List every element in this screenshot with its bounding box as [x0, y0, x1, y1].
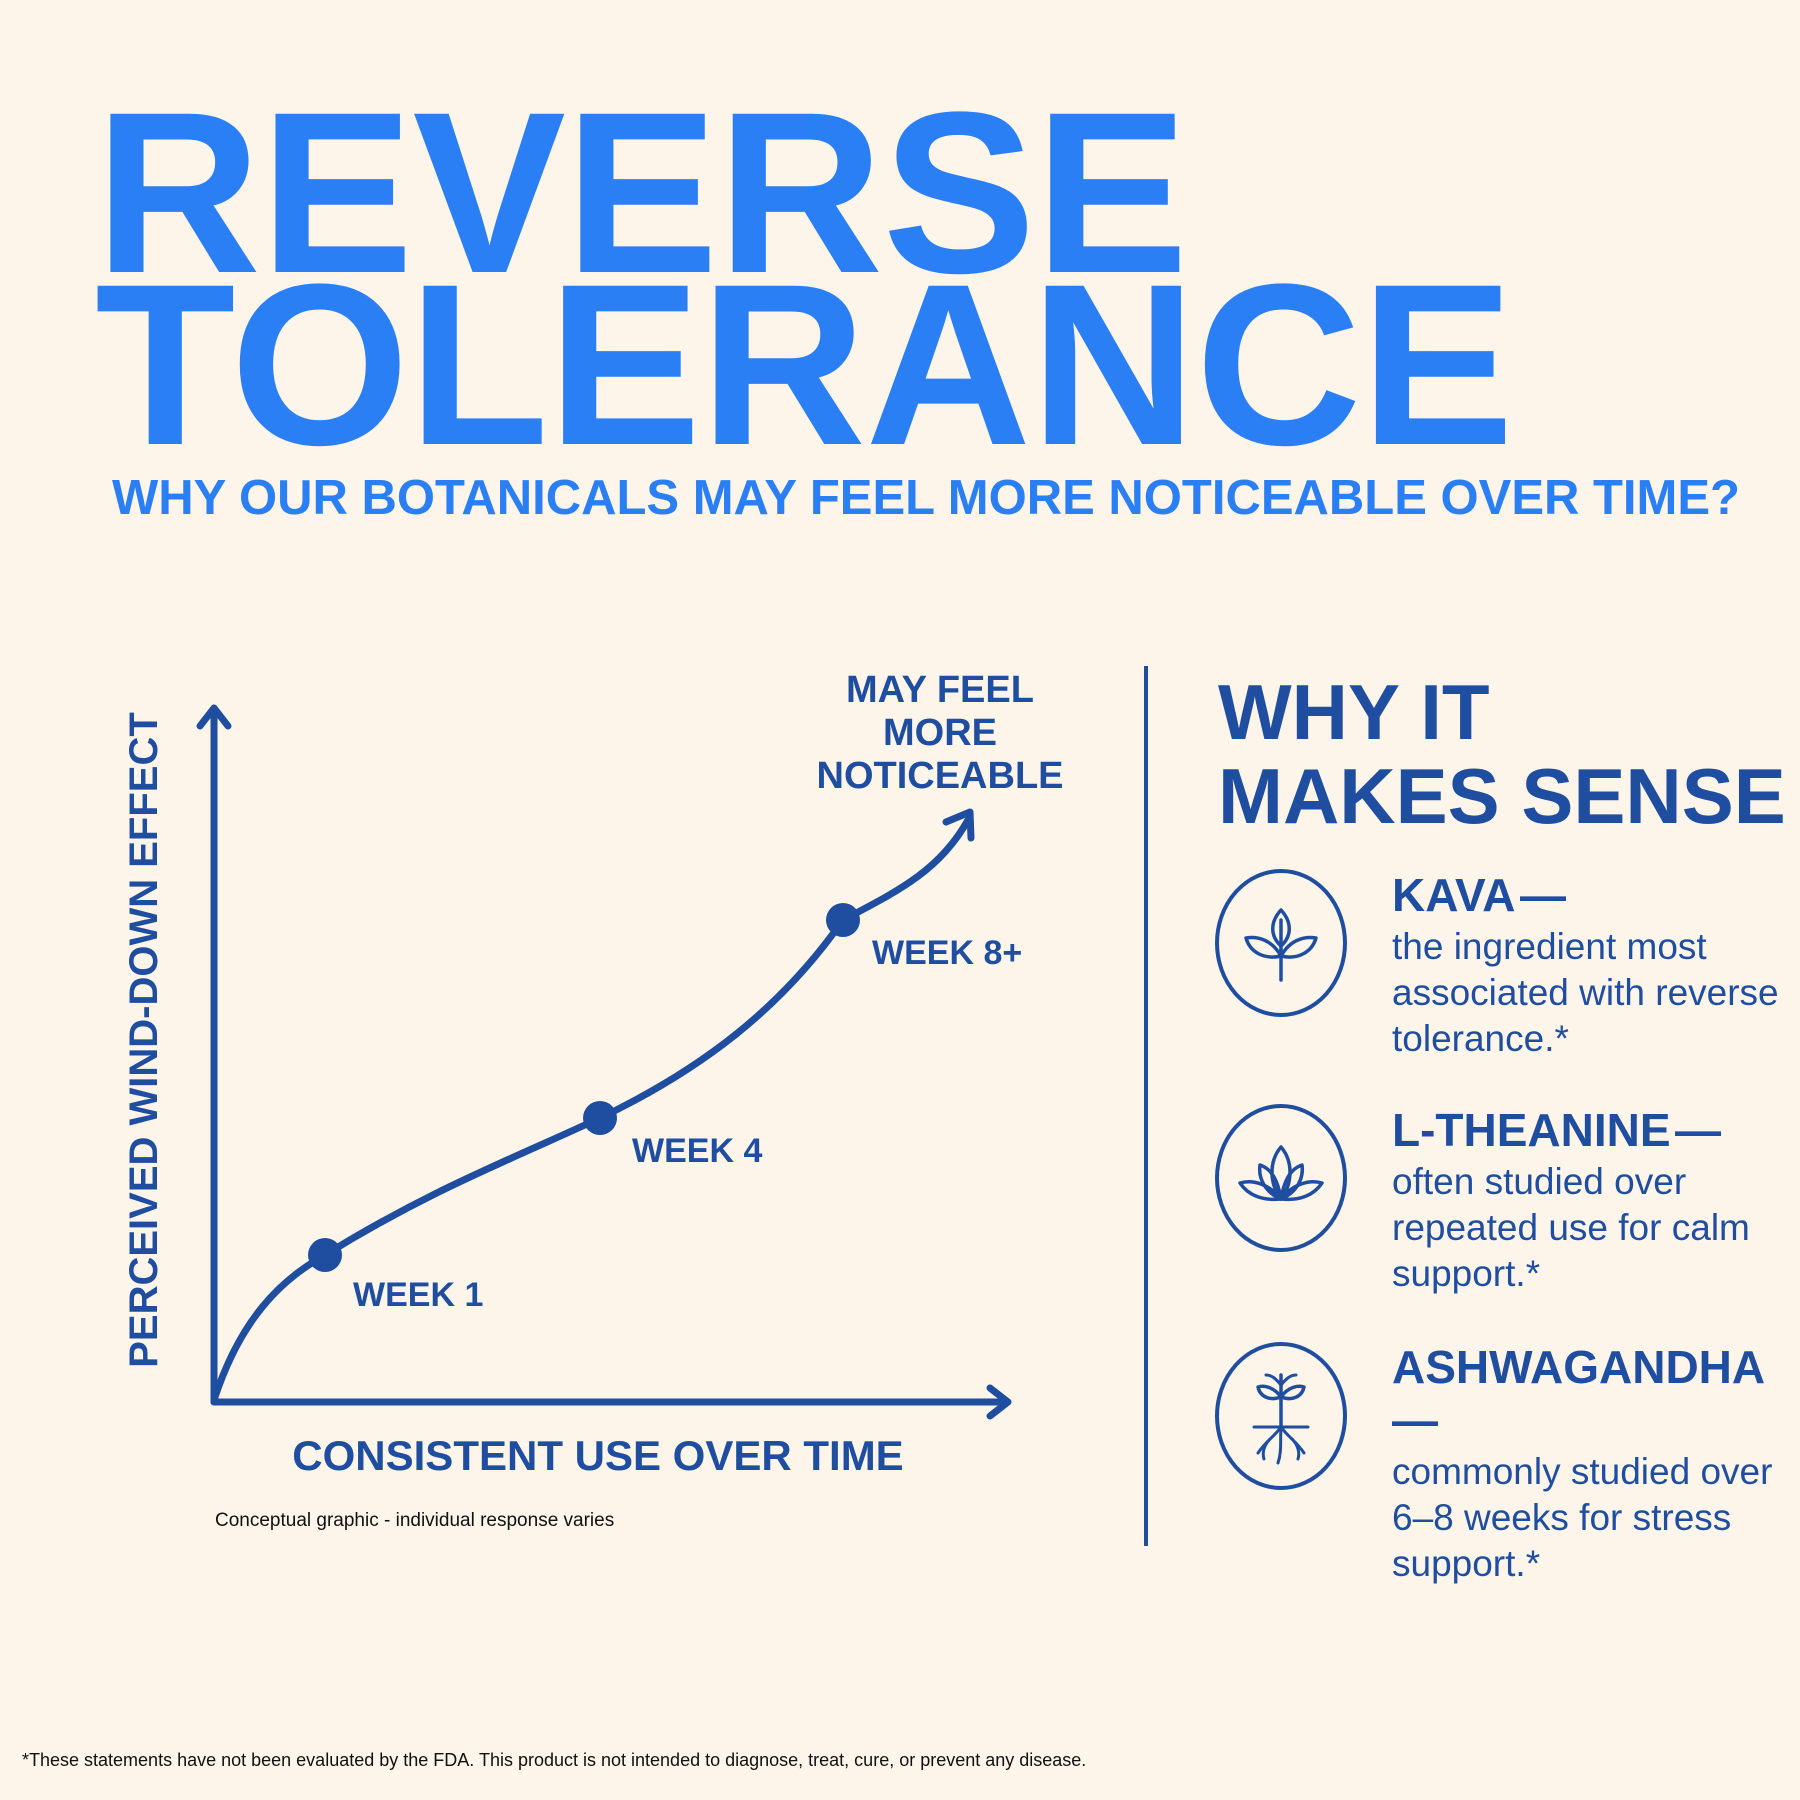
- leaf-icon: [1215, 869, 1347, 1017]
- ingredient-kava: KAVA — the ingredient most associated wi…: [1210, 868, 1780, 1068]
- y-axis-arrowhead: [196, 704, 232, 730]
- point-week-4: [583, 1101, 617, 1135]
- root-plant-icon: [1215, 1342, 1347, 1490]
- section-divider: [1144, 666, 1148, 1546]
- fda-disclaimer: *These statements have not been evaluate…: [22, 1750, 1087, 1770]
- point-week-8: [826, 903, 860, 937]
- ingredient-desc: the ingredient most associated with reve…: [1392, 926, 1779, 1059]
- ingredient-name: ASHWAGANDHA: [1392, 1341, 1766, 1393]
- ingredient-dash: —: [1392, 1394, 1438, 1446]
- title-line-1: REVERSE: [95, 64, 1188, 321]
- annotation-line-3: NOTICEABLE: [817, 755, 1064, 797]
- ingredient-desc: commonly studied over 6–8 weeks for stre…: [1392, 1451, 1773, 1584]
- ingredient-desc: often studied over repeated use for calm…: [1392, 1161, 1750, 1294]
- why-title-line-1: WHY IT: [1218, 668, 1490, 756]
- ingredient-name: KAVA: [1392, 869, 1516, 921]
- lotus-icon: [1215, 1104, 1347, 1252]
- ingredient-l-theanine: L-THEANINE — often studied over repeated…: [1210, 1103, 1780, 1303]
- ingredient-dash: —: [1675, 1104, 1721, 1156]
- ingredient-ashwagandha: ASHWAGANDHA — commonly studied over 6–8 …: [1210, 1341, 1780, 1584]
- why-title-line-2: MAKES SENSE: [1218, 752, 1786, 840]
- x-axis-label: CONSISTENT USE OVER TIME: [292, 1432, 903, 1479]
- ingredient-dash: —: [1519, 869, 1566, 921]
- trend-arrowhead: [942, 808, 975, 842]
- y-axis-label: PERCEIVED WIND-DOWN EFFECT: [122, 712, 166, 1368]
- label-week-8: WEEK 8+: [872, 934, 1022, 972]
- title-line-2: TOLERANCE: [95, 236, 1514, 493]
- annotation-line-2: MORE: [883, 712, 997, 754]
- ingredient-name: L-THEANINE: [1392, 1104, 1671, 1156]
- annotation-line-1: MAY FEEL: [846, 669, 1034, 711]
- chart-note: Conceptual graphic - individual response…: [215, 1510, 615, 1531]
- label-week-1: WEEK 1: [353, 1276, 483, 1314]
- point-week-1: [308, 1238, 342, 1272]
- wind-down-chart: WEEK 1 WEEK 4 WEEK 8+ MAY FEEL MORE NOTI…: [122, 669, 1064, 1479]
- subtitle: WHY OUR BOTANICALS MAY FEEL MORE NOTICEA…: [112, 471, 1740, 525]
- why-title: WHY IT MAKES SENSE: [1218, 670, 1786, 838]
- label-week-4: WEEK 4: [632, 1132, 762, 1170]
- x-axis-arrowhead: [986, 1384, 1012, 1420]
